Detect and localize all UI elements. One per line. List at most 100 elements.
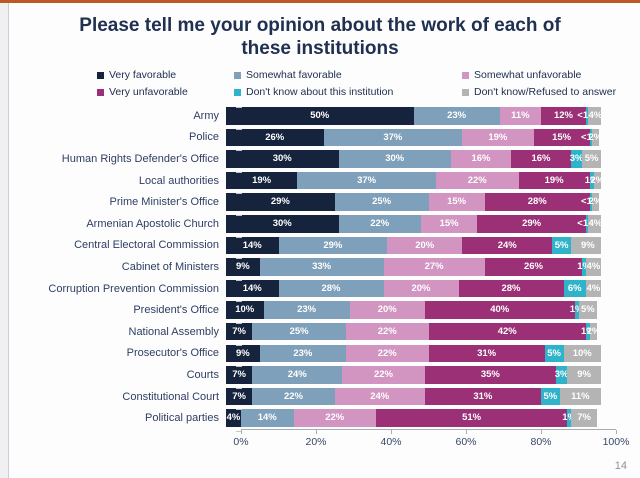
category-label: Prosecutor's Office <box>126 347 219 360</box>
legend: Very favorable Somewhat favorable Somewhat… <box>97 69 640 98</box>
bar-segment: 4% <box>226 409 241 427</box>
bar-segment-label: 25% <box>372 196 392 208</box>
bar-segment-label: 7% <box>232 369 246 381</box>
bar-segment: 37% <box>297 171 436 190</box>
chart-row: Cabinet of Ministers 9% 33% 27% 26% 1% 4% <box>8 256 640 278</box>
bar-segment: 2% <box>589 128 601 147</box>
bar-segment: 29% <box>226 193 335 211</box>
bar-track: 7% 24% 22% 35% 3% 9% <box>226 366 601 384</box>
chart-row: Prosecutor's Office 9% 23% 22% 31% 5% 10% <box>8 343 640 365</box>
bar-segment: 24% <box>334 387 425 406</box>
category-axis-tick <box>236 344 242 346</box>
bar-segment: 9% <box>226 344 260 363</box>
x-axis-tick-label: 20% <box>305 435 327 448</box>
bar-track: 30% 30% 16% 16% 3% 5% <box>226 150 601 168</box>
bar-segment-label: 12% <box>553 110 573 122</box>
bar-segment-label: 1% <box>581 325 595 337</box>
bar-segment: 25% <box>252 322 346 341</box>
bar-segment-label: 26% <box>523 261 543 273</box>
bar-segment-label: 4% <box>586 282 601 294</box>
chart-plot: Army50%23%11%12%<1%4%Police26%37%19%15%<… <box>8 105 640 432</box>
bar-segment: 23% <box>263 301 350 319</box>
bar-segment: 31% <box>428 344 545 363</box>
chart-title: Please tell me your opinion about the wo… <box>79 15 561 59</box>
category-label: Corruption Prevention Commission <box>48 282 219 295</box>
photo-left-edge <box>0 3 9 478</box>
legend-swatch-icon <box>234 71 241 79</box>
bar-segment: <1% <box>577 215 597 233</box>
bar-segment-label: 23% <box>293 347 313 359</box>
bar-segment-label: 22% <box>467 174 487 186</box>
bar-segment: 10% <box>563 344 601 363</box>
chart-row: Army 50% 23% 11% 12% <1%4% <box>8 105 640 127</box>
category-label: Army <box>193 109 219 122</box>
bar-segment-label: 6% <box>567 282 582 294</box>
bar-segment-label: 29% <box>522 218 542 230</box>
bar-segment-label: 3% <box>554 369 569 381</box>
bar-segment-label: 19% <box>488 131 508 143</box>
bar-segment-label: 1% <box>584 174 599 186</box>
bar-segment: 5% <box>582 150 601 168</box>
bar-segment-label: 29% <box>323 239 343 251</box>
bar-segment: 9% <box>571 236 601 255</box>
category-axis-tick <box>236 323 242 324</box>
bar-segment-label: 40% <box>490 304 510 316</box>
bar-segment-label: 20% <box>415 239 435 251</box>
bar-segment-label: 22% <box>283 390 303 402</box>
category-axis-tick <box>236 236 242 238</box>
bar-segment: 22% <box>346 344 429 363</box>
bar-track: 50% 23% 11% 12% <1%4% <box>226 107 601 125</box>
x-axis-tick <box>240 429 242 434</box>
category-axis-tick <box>236 150 242 152</box>
category-axis-tick <box>236 431 242 432</box>
legend-swatch-icon <box>234 88 241 96</box>
category-label: Courts <box>186 368 219 381</box>
bar-segment: 51% <box>376 409 568 427</box>
bar-segment-label: 30% <box>272 153 292 165</box>
bar-segment-label: 2% <box>588 196 601 208</box>
bar-segment-label: 22% <box>370 218 390 230</box>
category-label: Cabinet of Ministers <box>121 260 219 273</box>
bar-segment-label: 5% <box>581 304 595 316</box>
bar-segment: 24% <box>462 236 553 255</box>
category-label: Local authorities <box>138 174 219 187</box>
bar-segment: 28% <box>484 193 590 211</box>
bar-segment: 42% <box>428 322 586 341</box>
bar-segment: 11% <box>499 107 541 125</box>
category-axis-tick <box>236 366 242 368</box>
category-label: Human Rights Defender's Office <box>61 152 219 165</box>
bar-segment-label: 11% <box>511 110 530 122</box>
bar-segment: 5% <box>544 344 564 363</box>
bar-segment: 7% <box>226 322 253 341</box>
legend-item: Don't know/Refused to answer <box>462 86 640 98</box>
bar-segment: 9% <box>567 366 601 384</box>
bar-segment: 3% <box>554 366 569 384</box>
bar-segment-label: 24% <box>370 390 390 402</box>
bar-segment: 22% <box>252 387 335 406</box>
bar-segment-label: 20% <box>411 282 431 294</box>
bar-segment-label: 5% <box>547 347 561 359</box>
bar-segment-label: 11% <box>571 390 590 402</box>
bar-segment-label: 4% <box>588 218 602 230</box>
bar-segment-label: 1% <box>569 304 584 316</box>
bar-segment-label: <1% <box>581 197 600 207</box>
page-number: 14 <box>614 460 627 472</box>
bar-segment-label: 30% <box>272 218 292 230</box>
bar-segment-label: 2% <box>586 325 601 337</box>
bar-segment-label: 9% <box>236 261 250 273</box>
bar-segment-label: 9% <box>581 239 595 251</box>
bar-segment: 5% <box>541 387 560 406</box>
bar-segment-label: 10% <box>235 304 255 316</box>
bar-segment: 40% <box>424 301 575 319</box>
bar-segment: 11% <box>559 387 601 406</box>
bar-segment: 22% <box>346 322 429 341</box>
bar-segment-label: 15% <box>439 218 459 230</box>
bar-segment: 25% <box>334 193 429 211</box>
x-axis-tick <box>540 429 542 434</box>
category-label: National Assembly <box>128 325 220 338</box>
bar-segment: 20% <box>387 236 463 255</box>
bar-segment: 7% <box>571 409 598 427</box>
bar-segment: <1% <box>581 193 600 211</box>
bar-segment: 27% <box>383 258 485 276</box>
